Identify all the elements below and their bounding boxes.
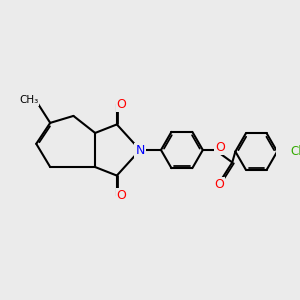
Text: O: O [215, 141, 225, 154]
Text: O: O [214, 178, 224, 190]
Text: Cl: Cl [290, 145, 300, 158]
Text: N: N [135, 143, 145, 157]
Text: O: O [116, 189, 126, 202]
Text: O: O [116, 98, 126, 111]
Text: CH₃: CH₃ [19, 95, 38, 105]
